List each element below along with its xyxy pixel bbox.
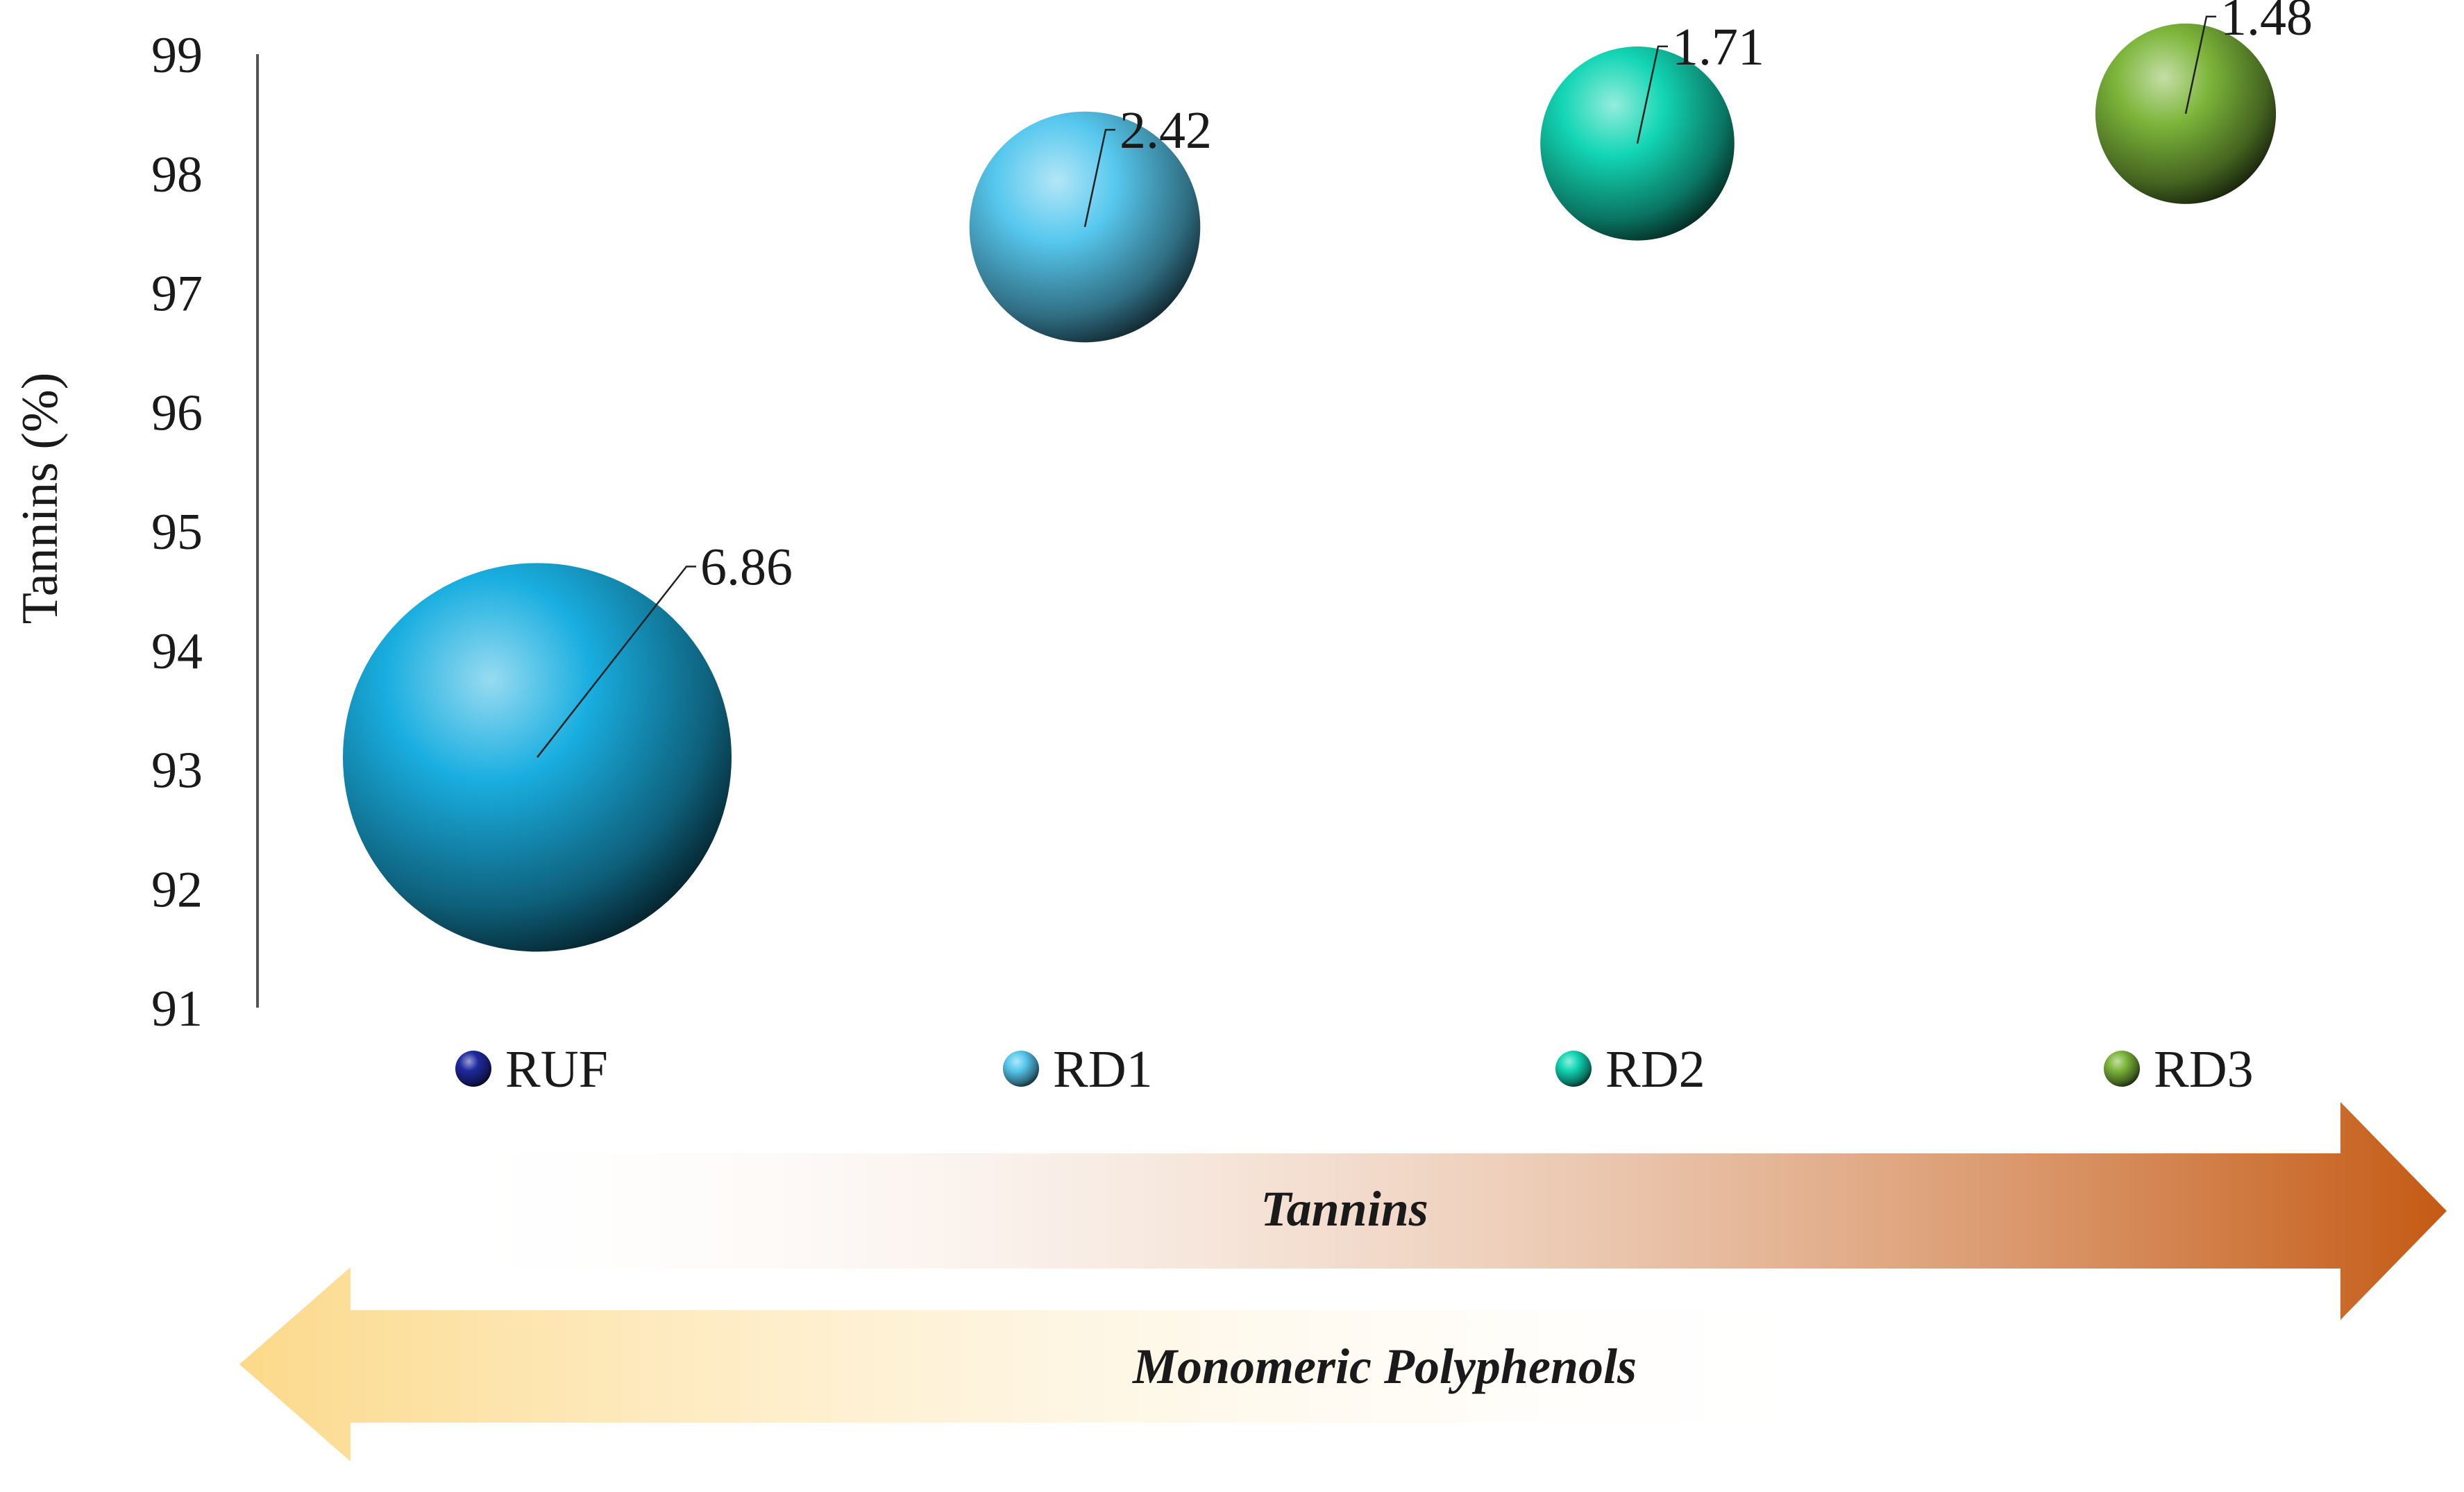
data-label-rd2: 1.71 [1672, 18, 1764, 76]
data-label-rd1: 2.42 [1120, 101, 1212, 160]
arrow-tannins: Tannins [453, 1102, 2447, 1320]
y-tick-label: 93 [151, 743, 203, 799]
legend-marker-rd2 [1555, 1051, 1592, 1087]
y-tick-labels: 91 92 93 94 95 96 97 98 99 [151, 27, 203, 1037]
bubble-layer [343, 23, 2277, 952]
legend: RUF RD1 RD2 RD3 [455, 1040, 2254, 1099]
y-tick-label: 99 [151, 27, 203, 84]
y-axis: 91 92 93 94 95 96 97 98 99 Tannins (%) [12, 27, 259, 1037]
arrow-tannins-label: Tannins [1260, 1181, 1428, 1237]
data-label-layer: 6.86 2.42 1.71 1.48 [537, 0, 2313, 758]
arrow-monomeric-polyphenols-shape [239, 1267, 1832, 1461]
y-tick-label: 98 [151, 146, 203, 203]
arrow-monomeric-polyphenols-label: Monomeric Polyphenols [1132, 1339, 1637, 1394]
leader-line-ruf [537, 566, 696, 758]
legend-label-ruf: RUF [505, 1040, 608, 1099]
leader-line-rd1 [1083, 128, 1115, 228]
y-tick-label: 97 [151, 266, 203, 323]
legend-marker-ruf [455, 1051, 491, 1087]
data-label-ruf: 6.86 [700, 538, 793, 596]
leader-line-rd3 [2184, 15, 2216, 115]
y-tick-label: 91 [151, 981, 203, 1037]
y-tick-label: 96 [151, 384, 203, 441]
legend-label-rd2: RD2 [1605, 1040, 1705, 1099]
legend-label-rd1: RD1 [1053, 1040, 1153, 1099]
y-tick-label: 94 [151, 623, 203, 680]
legend-item-rd2: RD2 [1555, 1040, 1705, 1099]
legend-item-ruf: RUF [455, 1040, 608, 1099]
legend-item-rd1: RD1 [1003, 1040, 1153, 1099]
legend-label-rd3: RD3 [2154, 1040, 2254, 1099]
legend-marker-rd1 [1003, 1051, 1039, 1087]
data-label-rd3: 1.48 [2220, 0, 2313, 46]
arrow-monomeric-polyphenols: Monomeric Polyphenols [239, 1267, 1832, 1461]
y-axis-label: Tannins (%) [12, 373, 69, 625]
arrow-tannins-shape [453, 1102, 2447, 1320]
legend-marker-rd3 [2104, 1051, 2140, 1087]
leader-line-rd2 [1636, 45, 1668, 144]
y-tick-label: 95 [151, 504, 203, 561]
y-tick-label: 92 [151, 861, 203, 918]
legend-item-rd3: RD3 [2104, 1040, 2254, 1099]
